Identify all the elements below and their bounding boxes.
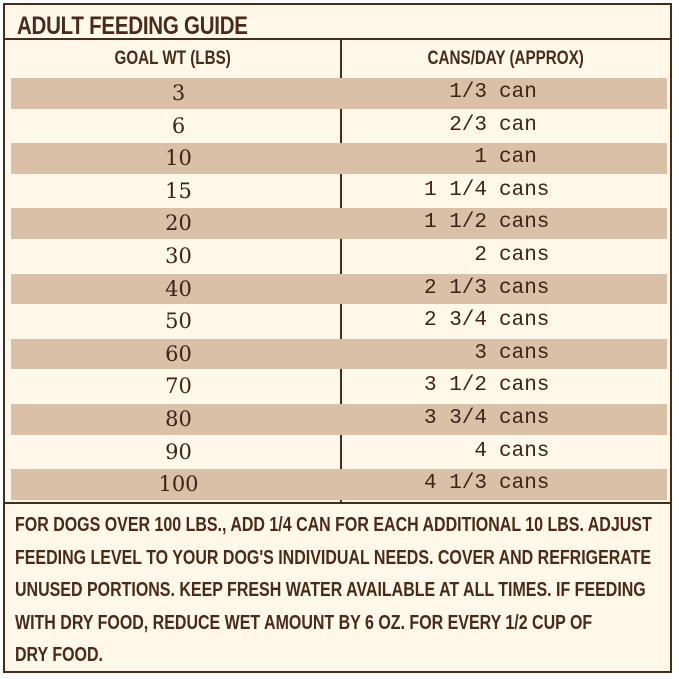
cans-per-day-cell: 2 1/3 cans — [423, 276, 550, 300]
cans-per-day-cell: 2/3 can — [449, 113, 537, 137]
goal-weight-cell: 70 — [165, 374, 192, 399]
table-row: 60 3 cans — [5, 338, 670, 371]
cans-per-day-cell: 4 cans — [474, 439, 550, 463]
cans-per-day-cell: 3 1/2 cans — [423, 374, 550, 398]
note-line: DRY FOOD. — [15, 643, 103, 666]
note-line: FEEDING LEVEL TO YOUR DOG'S INDIVIDUAL N… — [15, 545, 652, 569]
goal-weight-cell: 80 — [165, 406, 192, 431]
cans-per-day-cell: 1 can — [474, 146, 537, 170]
note-line: WITH DRY FOOD, REDUCE WET AMOUNT BY 6 OZ… — [15, 610, 593, 634]
cans-per-day-cell: 3 3/4 cans — [423, 406, 550, 430]
goal-weight-cell: 40 — [165, 276, 192, 301]
title-divider — [5, 38, 670, 40]
feeding-table-body: 3 1/3 can 6 2/3 can 10 1 can 15 1 1/4 cans 2… — [5, 77, 670, 501]
table-bottom-divider — [5, 502, 670, 504]
goal-weight-cell: 100 — [158, 472, 199, 497]
column-divider — [340, 39, 342, 503]
table-row: 40 2 1/3 cans — [5, 273, 670, 306]
table-row: 15 1 1/4 cans — [5, 175, 670, 208]
feeding-guide-panel: ADULT FEEDING GUIDE GOAL WT (LBS) CANS/D… — [3, 3, 672, 673]
goal-weight-cell: 50 — [165, 309, 192, 334]
cans-per-day-cell: 1 1/4 cans — [423, 178, 550, 202]
table-row: 6 2/3 can — [5, 110, 670, 143]
note-line: FOR DOGS OVER 100 LBS., ADD 1/4 CAN FOR … — [15, 513, 652, 536]
table-row: 10 1 can — [5, 142, 670, 175]
table-row: 20 1 1/2 cans — [5, 207, 670, 240]
guide-title: ADULT FEEDING GUIDE — [17, 12, 248, 40]
table-row: 70 3 1/2 cans — [5, 370, 670, 403]
table-row: 50 2 3/4 cans — [5, 305, 670, 338]
column-header-cans-per-day: CANS/DAY (APPROX) — [427, 48, 585, 69]
table-row: 30 2 cans — [5, 240, 670, 273]
feeding-instructions-note: FOR DOGS OVER 100 LBS., ADD 1/4 CAN FOR … — [15, 509, 652, 672]
table-row: 90 4 cans — [5, 436, 670, 469]
goal-weight-cell: 20 — [165, 211, 192, 236]
goal-weight-cell: 60 — [165, 341, 192, 366]
goal-weight-cell: 15 — [165, 178, 192, 203]
goal-weight-cell: 10 — [165, 146, 192, 171]
cans-per-day-cell: 2 cans — [474, 243, 550, 267]
goal-weight-cell: 30 — [165, 243, 192, 268]
table-row: 80 3 3/4 cans — [5, 403, 670, 436]
note-line: UNUSED PORTIONS. KEEP FRESH WATER AVAILA… — [15, 578, 646, 601]
table-row: 3 1/3 can — [5, 77, 670, 110]
cans-per-day-cell: 4 1/3 cans — [423, 472, 550, 496]
cans-per-day-cell: 2 3/4 cans — [423, 309, 550, 333]
cans-per-day-cell: 1/3 can — [449, 81, 537, 104]
cans-per-day-cell: 3 cans — [474, 341, 550, 365]
table-row: 100 4 1/3 cans — [5, 468, 670, 501]
goal-weight-cell: 90 — [165, 439, 192, 464]
cans-per-day-cell: 1 1/2 cans — [423, 211, 550, 235]
goal-weight-cell: 6 — [171, 113, 186, 138]
column-header-goal-weight: GOAL WT (LBS) — [114, 48, 231, 69]
goal-weight-cell: 3 — [171, 81, 186, 105]
